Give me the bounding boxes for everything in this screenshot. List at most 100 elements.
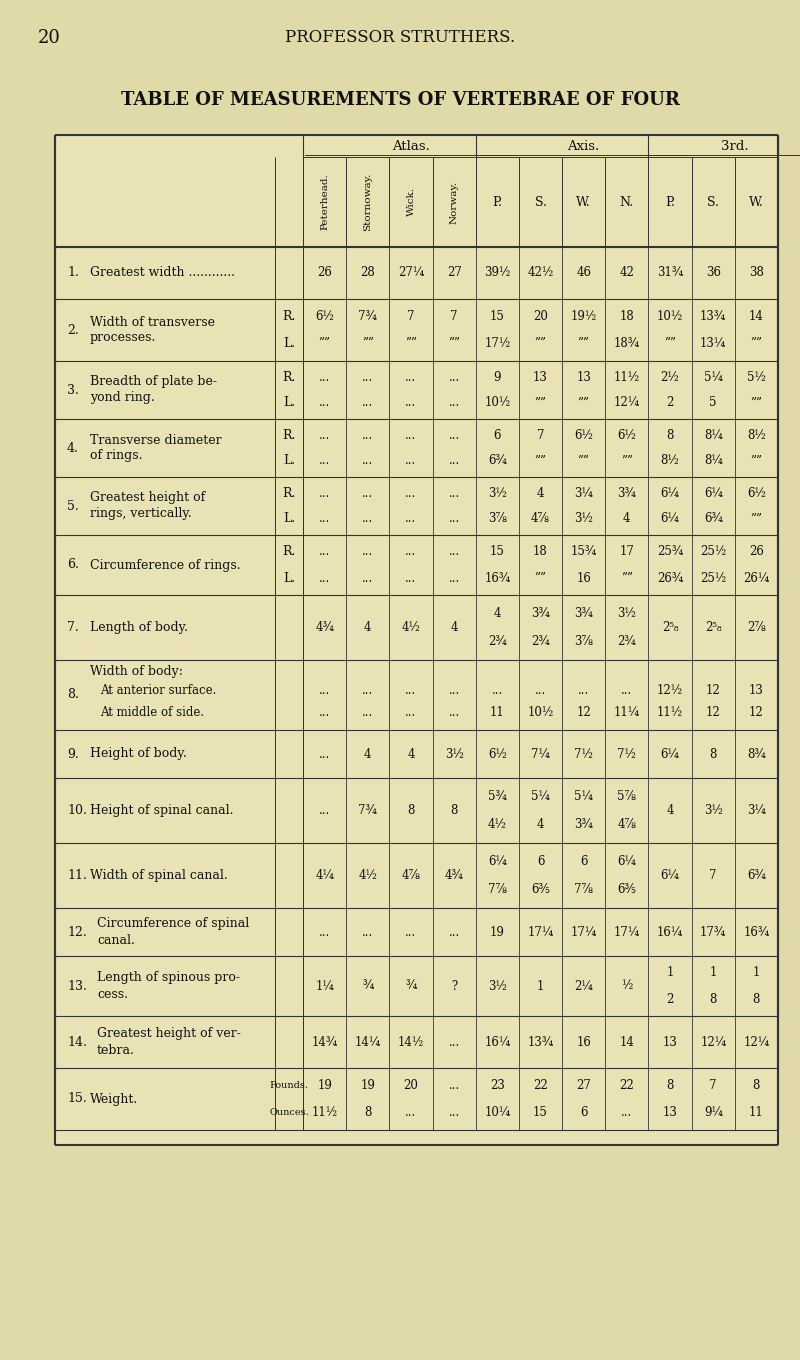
Text: 8: 8 (364, 1106, 371, 1119)
Text: 3⅞: 3⅞ (574, 635, 593, 649)
Text: ””: ”” (750, 513, 762, 525)
Text: 13: 13 (662, 1035, 678, 1049)
Text: 12¼: 12¼ (700, 1035, 726, 1049)
Text: ...: ... (449, 706, 460, 718)
Text: 25¾: 25¾ (657, 545, 683, 559)
Text: ...: ... (319, 571, 330, 585)
Text: 2½: 2½ (661, 371, 679, 384)
Text: ...: ... (406, 545, 417, 559)
Text: 2: 2 (666, 993, 674, 1005)
Text: 26¾: 26¾ (657, 571, 683, 585)
Text: 7: 7 (450, 310, 458, 322)
Text: ½: ½ (621, 979, 633, 993)
Text: ...: ... (362, 684, 374, 698)
Text: 11½: 11½ (311, 1106, 338, 1119)
Text: Height of spinal canal.: Height of spinal canal. (90, 804, 234, 817)
Text: 22: 22 (619, 1078, 634, 1092)
Text: 13: 13 (576, 371, 591, 384)
Text: Height of body.: Height of body. (90, 748, 186, 760)
Text: ””: ”” (578, 454, 590, 468)
Text: 4½: 4½ (488, 819, 506, 831)
Text: 6½: 6½ (574, 428, 593, 442)
Text: ...: ... (449, 428, 460, 442)
Text: 8: 8 (666, 428, 674, 442)
Text: 20: 20 (403, 1078, 418, 1092)
Text: 14½: 14½ (398, 1035, 424, 1049)
Text: 6¼: 6¼ (618, 854, 636, 868)
Text: 6⅗: 6⅗ (618, 883, 636, 896)
Text: Greatest height of: Greatest height of (90, 491, 206, 505)
Text: 6¼: 6¼ (488, 854, 506, 868)
Text: ...: ... (449, 1035, 460, 1049)
Text: ””: ”” (578, 396, 590, 409)
Text: W.: W. (576, 196, 591, 208)
Text: 13¼: 13¼ (700, 337, 726, 350)
Text: 12½: 12½ (657, 684, 683, 698)
Text: 2⅞: 2⅞ (747, 622, 766, 634)
Text: Stornoway.: Stornoway. (363, 173, 372, 231)
Text: Pounds.: Pounds. (270, 1081, 309, 1089)
Text: 4⅞: 4⅞ (531, 513, 550, 525)
Text: 8½: 8½ (747, 428, 766, 442)
Text: 3¾: 3¾ (531, 607, 550, 620)
Text: ...: ... (449, 371, 460, 384)
Text: 10½: 10½ (484, 396, 510, 409)
Text: 19: 19 (490, 926, 505, 938)
Text: 5¼: 5¼ (531, 790, 550, 802)
Text: 10½: 10½ (657, 310, 683, 322)
Text: ...: ... (449, 926, 460, 938)
Text: 3½: 3½ (618, 607, 636, 620)
Text: ...: ... (319, 396, 330, 409)
Text: Greatest height of ver-: Greatest height of ver- (97, 1028, 241, 1040)
Text: 5¼: 5¼ (704, 371, 722, 384)
Text: 6¼: 6¼ (661, 869, 679, 883)
Text: 8: 8 (710, 748, 717, 760)
Text: ...: ... (449, 684, 460, 698)
Text: 12: 12 (576, 706, 591, 718)
Text: ...: ... (362, 428, 374, 442)
Text: 1: 1 (710, 967, 717, 979)
Text: 5: 5 (710, 396, 717, 409)
Text: ...: ... (362, 454, 374, 468)
Text: L.: L. (283, 513, 295, 525)
Text: 46: 46 (576, 267, 591, 280)
Text: 25½: 25½ (700, 545, 726, 559)
Text: Transverse diameter: Transverse diameter (90, 434, 222, 446)
Text: P.: P. (665, 196, 675, 208)
Text: 13: 13 (749, 684, 764, 698)
Text: 1: 1 (753, 967, 760, 979)
Text: 18: 18 (619, 310, 634, 322)
Text: 11: 11 (490, 706, 505, 718)
Text: ””: ”” (318, 337, 330, 350)
Text: 6: 6 (580, 1106, 587, 1119)
Text: ...: ... (362, 487, 374, 499)
Text: 27: 27 (576, 1078, 591, 1092)
Text: 1: 1 (537, 979, 544, 993)
Text: yond ring.: yond ring. (90, 392, 154, 404)
Text: R.: R. (282, 545, 296, 559)
Text: ””: ”” (750, 454, 762, 468)
Text: 22: 22 (533, 1078, 548, 1092)
Text: 16¼: 16¼ (657, 926, 683, 938)
Text: 31¾: 31¾ (657, 267, 683, 280)
Text: 6¼: 6¼ (661, 513, 679, 525)
Text: Atlas.: Atlas. (392, 140, 430, 152)
Text: 13.: 13. (67, 979, 87, 993)
Text: 17¾: 17¾ (700, 926, 726, 938)
Text: Length of body.: Length of body. (90, 622, 188, 634)
Text: At middle of side.: At middle of side. (100, 706, 204, 718)
Text: 5⅞: 5⅞ (618, 790, 636, 802)
Text: ...: ... (406, 428, 417, 442)
Text: 17¼: 17¼ (614, 926, 640, 938)
Text: Width of transverse: Width of transverse (90, 316, 215, 329)
Text: 1: 1 (666, 967, 674, 979)
Text: 5¾: 5¾ (488, 790, 506, 802)
Text: ...: ... (319, 804, 330, 817)
Text: 15: 15 (490, 545, 505, 559)
Text: 2¾: 2¾ (531, 635, 550, 649)
Text: 14.: 14. (67, 1035, 87, 1049)
Text: W.: W. (749, 196, 764, 208)
Text: 17½: 17½ (484, 337, 510, 350)
Text: 11½: 11½ (614, 371, 640, 384)
Text: 6½: 6½ (315, 310, 334, 322)
